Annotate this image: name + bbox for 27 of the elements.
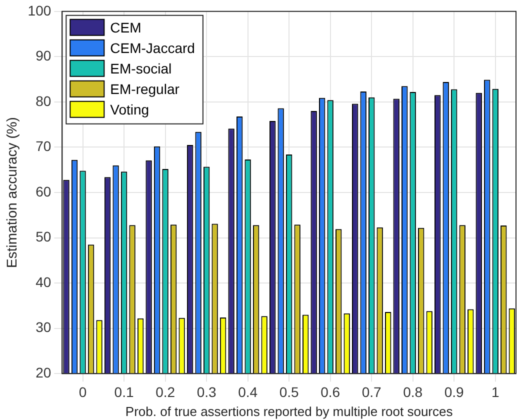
x-tick-label: 0	[78, 384, 87, 400]
legend-label: EM-regular	[110, 80, 180, 97]
legend-label: CEM-Jaccard	[110, 40, 195, 56]
y-tick-label: 60	[36, 183, 52, 200]
x-axis-title: Prob. of true assertions reported by multiple root sources	[125, 404, 454, 419]
legend-label: EM-social	[110, 60, 172, 76]
y-axis-title: Estimation accuracy (%)	[3, 117, 20, 268]
legend-label: Voting	[110, 101, 150, 118]
x-tick-label: 0.1	[114, 384, 134, 400]
y-tick-label: 90	[36, 48, 52, 64]
x-tick-label: 0.6	[320, 384, 340, 400]
x-tick-label: 0.7	[362, 384, 382, 400]
legend-label: CEM	[110, 19, 142, 36]
y-tick-label: 30	[36, 319, 52, 336]
y-tick-label: 50	[36, 228, 52, 245]
y-tick-label: 100	[28, 2, 52, 18]
x-tick-label: 0.5	[279, 384, 300, 400]
y-tick-label: 70	[36, 138, 52, 154]
y-tick-label: 40	[36, 274, 52, 290]
x-tick-label: 0.8	[403, 384, 423, 400]
x-tick-label: 0.2	[156, 384, 176, 400]
y-tick-label: 20	[36, 364, 52, 380]
x-tick-label: 0.4	[238, 384, 258, 400]
y-tick-label: 80	[36, 92, 52, 109]
x-tick-label: 0.9	[444, 384, 464, 400]
x-tick-label: 0.3	[196, 384, 217, 400]
x-tick-label: 1	[491, 384, 500, 400]
